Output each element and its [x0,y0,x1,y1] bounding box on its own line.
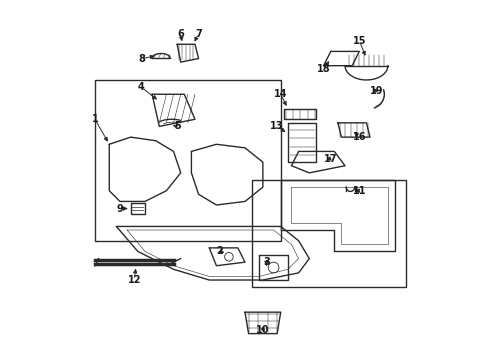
Bar [252,180,406,287]
Text: 13: 13 [270,121,284,131]
Text: 1: 1 [92,114,98,124]
Text: 16: 16 [353,132,366,142]
Text: 17: 17 [324,154,338,163]
Bar [95,80,281,241]
Text: 3: 3 [263,257,270,267]
Text: 18: 18 [317,64,330,74]
Text: 2: 2 [217,247,223,256]
Text: 4: 4 [138,82,145,92]
Text: 15: 15 [353,36,366,46]
Text: 5: 5 [174,121,180,131]
Text: 6: 6 [177,28,184,39]
Text: 12: 12 [127,275,141,285]
Text: 19: 19 [370,86,384,96]
Text: 8: 8 [138,54,145,64]
Text: 7: 7 [195,28,202,39]
Text: 10: 10 [256,325,270,335]
Text: 14: 14 [274,89,288,99]
Text: 9: 9 [117,203,123,213]
Text: 11: 11 [353,186,366,196]
